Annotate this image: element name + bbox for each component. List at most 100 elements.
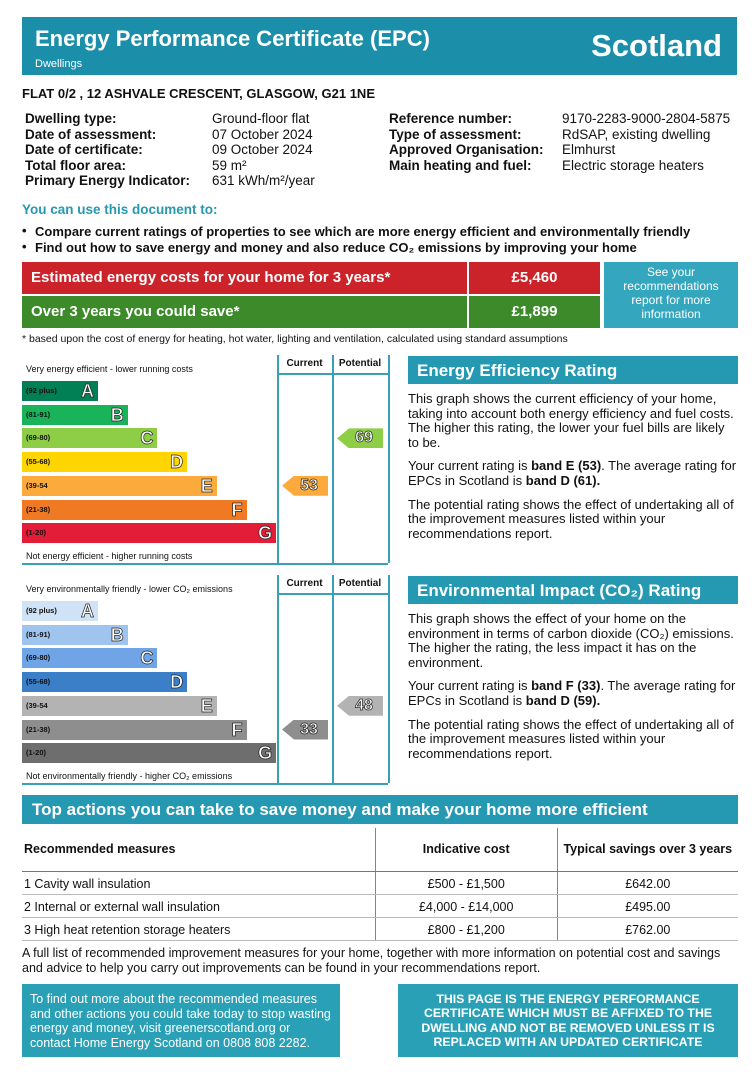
rating-band: (81-91) B xyxy=(22,404,128,425)
rating-band: (81-91) B xyxy=(22,624,128,645)
detail-label: Date of certificate: xyxy=(25,142,143,157)
band-letter: C xyxy=(140,428,154,449)
band-range: (39-54 xyxy=(26,480,48,490)
band-letter: G xyxy=(258,523,273,544)
table-header: Indicative cost xyxy=(374,828,558,872)
paragraph: Your current rating is band F (33). The … xyxy=(408,679,738,708)
band-range: (69-80) xyxy=(26,653,51,663)
table-cell: £495.00 xyxy=(556,894,738,918)
subtitle: Dwellings xyxy=(35,58,83,70)
uses-heading: You can use this document to: xyxy=(22,202,218,217)
band-letter: E xyxy=(200,695,213,716)
text: Your current rating is xyxy=(408,678,532,694)
detail-value: 09 October 2024 xyxy=(212,142,313,157)
cost-footnote: * based upon the cost of energy for heat… xyxy=(22,333,568,345)
table-row: 1 Cavity wall insulation £500 - £1,500 £64… xyxy=(22,871,738,895)
detail-value: Electric storage heaters xyxy=(562,157,704,173)
rating-band: (55-68) D xyxy=(22,672,188,693)
text: The potential rating shows the effect of… xyxy=(408,496,734,541)
cost-side-note: See your recommendations report for more… xyxy=(604,262,738,328)
rating-band: (1-20) G xyxy=(22,743,277,764)
rating-band: (92 plus) A xyxy=(22,601,98,621)
detail-value: 631 kWh/m²/year xyxy=(212,173,315,188)
band-range: (55-68) xyxy=(26,457,51,467)
chart-rule xyxy=(388,355,390,563)
cost-value: £5,460 xyxy=(469,262,600,294)
paragraph: The potential rating shows the effect of… xyxy=(408,496,738,542)
rating-arrow: 48 xyxy=(337,695,383,716)
title: Energy Performance Certificate (EPC) xyxy=(35,26,430,51)
column-header: Potential xyxy=(338,578,382,589)
detail-label: Dwelling type: xyxy=(25,111,117,126)
table-cell: 1 Cavity wall insulation xyxy=(22,871,376,895)
actions-heading: Top actions you can take to save money a… xyxy=(22,795,738,824)
rating-band: (55-68) D xyxy=(22,452,188,473)
band-range: (55-68) xyxy=(26,677,51,687)
detail-label: Date of assessment: xyxy=(25,126,157,142)
text: The potential rating shows the effect of… xyxy=(408,716,734,761)
detail-value: Elmhurst xyxy=(562,142,616,157)
band-letter: D xyxy=(170,452,184,473)
chart-rule xyxy=(277,593,388,595)
detail-label: Approved Organisation: xyxy=(389,142,544,157)
band-range: (1-20) xyxy=(26,748,47,758)
table-cell: 3 High heat retention storage heaters xyxy=(22,917,376,941)
rating-arrow: 53 xyxy=(282,475,328,496)
chart-rule xyxy=(277,355,279,563)
footer-right: THIS PAGE IS THE ENERGY PERFORMANCE CERT… xyxy=(398,984,738,1057)
band-letter: B xyxy=(110,404,124,425)
paragraph: Your current rating is band E (53). The … xyxy=(408,459,738,488)
detail-label: Primary Energy Indicator: xyxy=(25,173,191,188)
text: . The average rating for EPCs in Scotlan… xyxy=(408,678,736,708)
detail-label: Total floor area: xyxy=(25,157,127,173)
column-header: Potential xyxy=(338,358,382,369)
band-letter: A xyxy=(81,601,95,622)
cost-label: Over 3 years you could save* xyxy=(22,296,467,328)
detail-value: 59 m² xyxy=(212,157,247,173)
band-range: (1-20) xyxy=(26,528,47,538)
chart-top-label: Very energy efficient - lower running co… xyxy=(26,364,193,374)
rating-band: (92 plus) A xyxy=(22,381,98,401)
chart-rule xyxy=(277,373,388,375)
detail-value: Ground-floor flat xyxy=(212,111,310,126)
rating-band: (69-80) C xyxy=(22,648,158,669)
paragraph: The potential rating shows the effect of… xyxy=(408,716,738,762)
chart-rule xyxy=(388,575,390,783)
table-cell: £800 - £1,200 xyxy=(374,917,558,941)
table-cell: £642.00 xyxy=(556,871,738,895)
section-text: This graph shows the current efficiency … xyxy=(408,391,738,550)
band-letter: G xyxy=(258,743,273,764)
detail-label: Reference number: xyxy=(389,111,513,126)
rating-band: (21-38) F xyxy=(22,499,247,520)
band-letter: E xyxy=(200,475,213,496)
detail-label: Type of assessment: xyxy=(389,126,522,142)
detail-label: Main heating and fuel: xyxy=(389,157,532,173)
chart-rule xyxy=(277,575,279,783)
detail-value: 07 October 2024 xyxy=(212,126,313,142)
text: This graph shows the effect of your home… xyxy=(408,611,734,670)
band-letter: C xyxy=(140,648,154,669)
table-row: 2 Internal or external wall insulation £4… xyxy=(22,894,738,918)
chart-top-label: Very environmentally friendly - lower CO… xyxy=(26,584,233,594)
actions-table: Recommended measures Indicative cost Typic… xyxy=(22,828,738,941)
rating-band: (69-80) C xyxy=(22,428,158,449)
table-row: 3 High heat retention storage heaters £80… xyxy=(22,917,738,941)
bold-text: band E (53) xyxy=(531,458,602,474)
rating-band: (1-20) G xyxy=(22,523,277,544)
rating-band: (39-54 E xyxy=(22,695,217,716)
band-range: (92 plus) xyxy=(26,606,57,615)
column-header: Current xyxy=(286,358,323,369)
rating-arrow: 69 xyxy=(337,428,383,449)
section-heading: Environmental Impact (CO₂) Rating xyxy=(408,576,738,604)
detail-value: 9170-2283-9000-2804-5875 xyxy=(562,111,731,126)
band-letter: D xyxy=(170,672,184,693)
band-range: (81-91) xyxy=(26,629,51,639)
band-range: (81-91) xyxy=(26,409,51,419)
actions-note: A full list of recommended improvement m… xyxy=(22,946,721,975)
band-range: (69-80) xyxy=(26,433,51,443)
paragraph: This graph shows the current efficiency … xyxy=(408,391,738,450)
cost-value: £1,899 xyxy=(469,296,600,328)
text: This graph shows the current efficiency … xyxy=(408,391,734,450)
